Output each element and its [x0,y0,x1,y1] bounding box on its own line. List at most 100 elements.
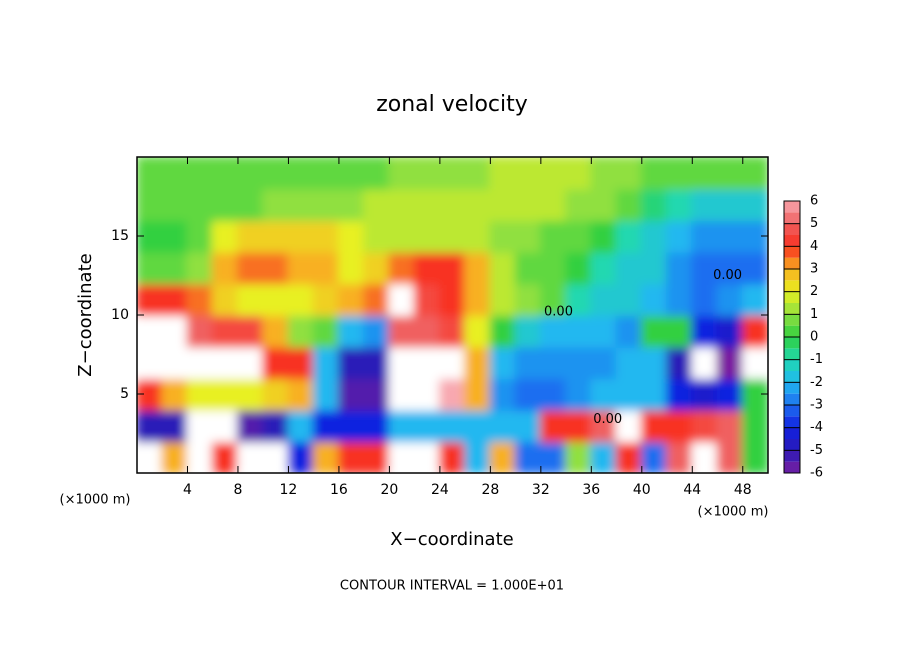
x-unit-right: (×1000 m) [698,505,769,520]
heat-cell [565,377,593,411]
heat-cell [438,345,467,380]
heat-cell [312,219,340,253]
heat-cell [565,408,593,443]
heat-cell [464,440,492,473]
heat-cell [666,440,694,473]
heat-cell [640,377,669,411]
heat-cell [716,219,744,253]
x-axis-label: X−coordinate [390,529,513,550]
colorbar-segment [784,246,800,258]
heat-cell [186,282,214,316]
heat-cell [161,377,189,411]
heat-cell [716,314,744,348]
heat-cell [337,219,366,253]
heat-cell [287,250,315,285]
y-axis-label: Z−coordinate [75,253,96,376]
heat-cell [565,345,593,380]
heat-cell [236,250,265,285]
heat-cell [615,440,643,473]
heat-cell [539,219,568,253]
heat-cell [262,219,290,253]
heat-cell [413,377,441,411]
heat-cell [186,219,214,253]
colorbar-label: -2 [810,375,823,390]
heat-cell [413,187,441,222]
x-tick-label: 36 [582,482,600,498]
heat-cell [388,408,416,443]
heat-cell [489,157,517,190]
heat-cell [388,187,416,222]
colorbar-label: 5 [810,216,818,231]
heat-cell [640,219,669,253]
heat-cell [666,157,694,190]
heat-cell [287,440,315,473]
colorbar-segment [784,405,800,417]
heat-cell [363,157,391,190]
heat-cell [438,250,467,285]
colorbar-segment [784,269,800,281]
heat-cell [363,282,391,316]
heat-cell [438,377,467,411]
heat-cell [590,377,618,411]
heat-cell [186,314,214,348]
heat-cell [312,157,340,190]
heat-cell [438,157,467,190]
x-tick-label: 8 [233,482,242,498]
heat-cell [514,187,542,222]
heat-cell [464,282,492,316]
heat-cell [514,314,542,348]
heat-cell [615,250,643,285]
heat-cell [186,440,214,473]
heat-cell [287,345,315,380]
heat-cell [640,345,669,380]
heat-cell [137,157,164,190]
heat-cell [388,282,416,316]
heat-cell [161,157,189,190]
heat-cell [186,187,214,222]
heat-cell [211,408,239,443]
heat-cell [137,282,164,316]
heat-cell [137,187,164,222]
colorbar-segment [784,416,800,428]
heat-cell [691,250,719,285]
contour-label: 0.00 [593,412,622,427]
colorbar-segment [784,371,800,383]
chart-title: zonal velocity [376,92,528,117]
heat-cell [236,282,265,316]
heat-cell [337,157,366,190]
colorbar-segment [784,212,800,224]
heat-cell [388,440,416,473]
heat-cell [716,408,744,443]
heat-cell [262,377,290,411]
heat-cell [312,377,340,411]
heat-cell [337,345,366,380]
heat-cell [211,187,239,222]
heat-cell [438,219,467,253]
heat-cell [615,377,643,411]
heat-cell [464,345,492,380]
heat-cell [161,345,189,380]
heat-cell [716,187,744,222]
heat-cell [161,250,189,285]
colorbar-label: 0 [810,330,818,345]
colorbar-segment [784,201,800,213]
heat-cell [590,440,618,473]
heat-cell [413,157,441,190]
heat-cell [514,219,542,253]
heat-cell [590,187,618,222]
heat-cell [489,282,517,316]
heat-cell [413,345,441,380]
x-tick-label: 24 [431,482,449,498]
heat-cell [741,440,768,473]
heat-cell [464,187,492,222]
heat-cell [489,345,517,380]
heat-cell [262,314,290,348]
heat-cell [211,314,239,348]
heat-cell [640,250,669,285]
heat-cell [438,408,467,443]
x-tick-label: 20 [380,482,398,498]
heat-cell [464,250,492,285]
x-tick-label: 44 [683,482,701,498]
heat-cell [137,345,164,380]
heat-cell [211,440,239,473]
